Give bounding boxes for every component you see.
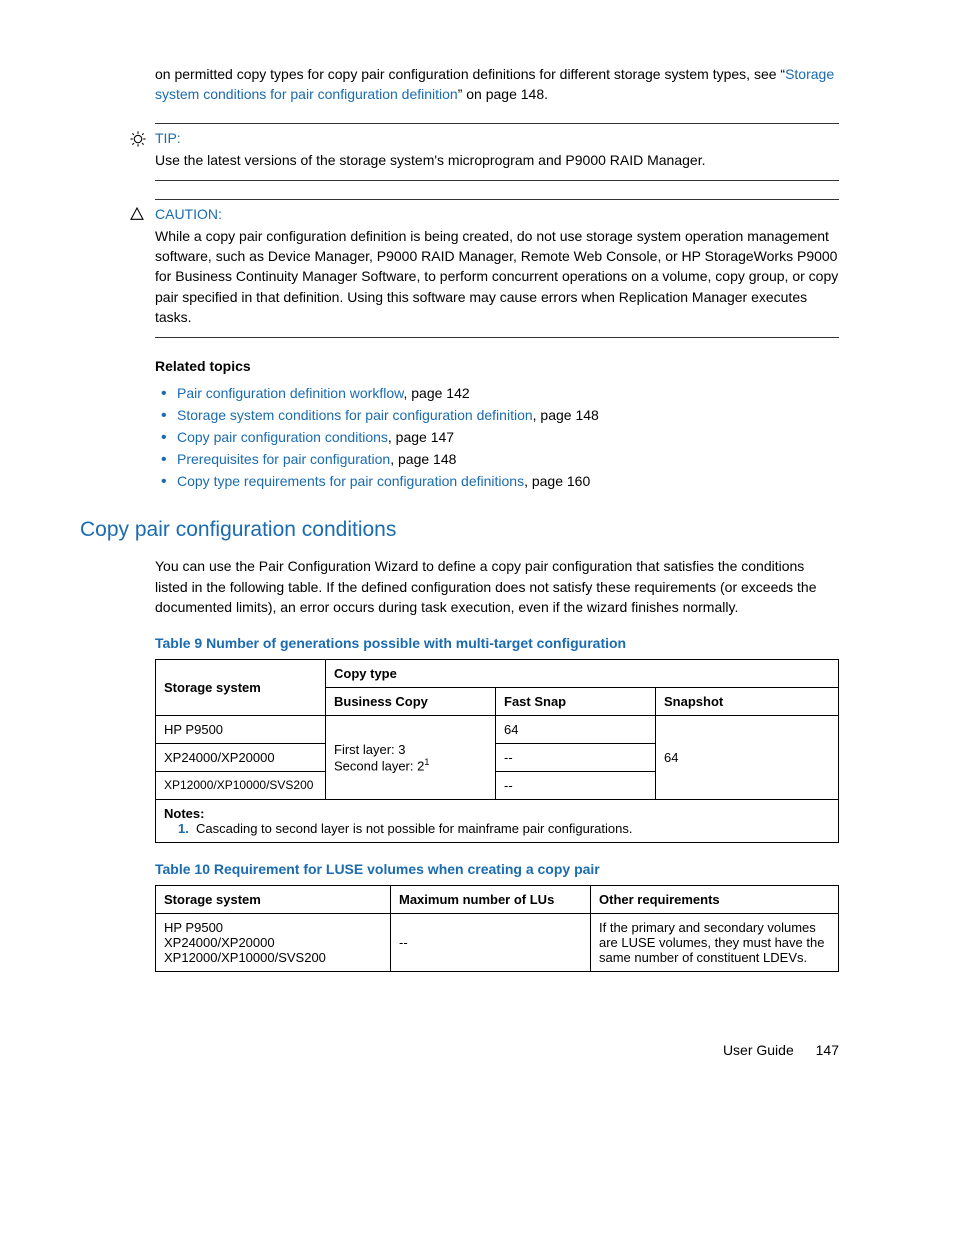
- table9-notes: Notes: 1.Cascading to second layer is no…: [156, 800, 839, 843]
- table9: Storage system Copy type Business Copy F…: [155, 659, 839, 843]
- th-storage-system: Storage system: [156, 886, 391, 914]
- table-cell: --: [391, 914, 591, 972]
- table10-caption: Table 10 Requirement for LUSE volumes wh…: [155, 861, 839, 877]
- tip-label: TIP:: [155, 130, 839, 146]
- section-intro: You can use the Pair Configuration Wizar…: [155, 556, 839, 617]
- related-suffix: , page 142: [403, 385, 469, 401]
- tip-icon: [129, 130, 147, 148]
- sys-line: XP24000/XP20000: [164, 935, 382, 950]
- list-item: Copy pair configuration conditions, page…: [177, 426, 839, 448]
- caution-body: While a copy pair configuration definiti…: [155, 226, 839, 327]
- table-cell: XP12000/XP10000/SVS200: [156, 772, 326, 800]
- caution-label: CAUTION:: [155, 206, 839, 222]
- table-cell: HP P9500 XP24000/XP20000 XP12000/XP10000…: [156, 914, 391, 972]
- list-item: Prerequisites for pair configuration, pa…: [177, 448, 839, 470]
- list-item: Pair configuration definition workflow, …: [177, 382, 839, 404]
- table-cell: --: [496, 772, 656, 800]
- page-footer: User Guide 147: [80, 1042, 839, 1058]
- table9-caption: Table 9 Number of generations possible w…: [155, 635, 839, 651]
- th-max-lus: Maximum number of LUs: [391, 886, 591, 914]
- table-cell: HP P9500: [156, 716, 326, 744]
- table-cell: XP24000/XP20000: [156, 744, 326, 772]
- th-business-copy: Business Copy: [326, 688, 496, 716]
- related-suffix: , page 148: [390, 451, 456, 467]
- related-suffix: , page 148: [533, 407, 599, 423]
- related-link[interactable]: Storage system conditions for pair confi…: [177, 407, 533, 423]
- table-cell: 64: [496, 716, 656, 744]
- list-item: Storage system conditions for pair confi…: [177, 404, 839, 426]
- th-storage-system: Storage system: [156, 660, 326, 716]
- notes-title: Notes:: [164, 806, 830, 821]
- note-text: Cascading to second layer is not possibl…: [196, 821, 632, 836]
- note-number: 1.: [178, 821, 196, 836]
- related-topics-heading: Related topics: [155, 358, 839, 374]
- bc-line2-pre: Second layer: 2: [334, 758, 424, 773]
- bc-line1: First layer: 3: [334, 742, 487, 757]
- table-cell: 64: [656, 716, 839, 800]
- table10: Storage system Maximum number of LUs Oth…: [155, 885, 839, 972]
- related-link[interactable]: Copy type requirements for pair configur…: [177, 473, 524, 489]
- related-link[interactable]: Prerequisites for pair configuration: [177, 451, 390, 467]
- table-cell: If the primary and secondary volumes are…: [591, 914, 839, 972]
- table-cell: First layer: 3 Second layer: 21: [326, 716, 496, 800]
- quote-close-suffix: ” on page 148.: [458, 86, 548, 102]
- caution-callout: CAUTION: While a copy pair configuration…: [155, 199, 839, 338]
- table-cell: --: [496, 744, 656, 772]
- intro-paragraph: on permitted copy types for copy pair co…: [155, 64, 839, 105]
- related-suffix: , page 160: [524, 473, 590, 489]
- related-link[interactable]: Pair configuration definition workflow: [177, 385, 403, 401]
- related-topics-list: Pair configuration definition workflow, …: [155, 382, 839, 492]
- sys-line: XP12000/XP10000/SVS200: [164, 950, 382, 965]
- related-suffix: , page 147: [388, 429, 454, 445]
- tip-callout: TIP: Use the latest versions of the stor…: [155, 123, 839, 181]
- list-item: Copy type requirements for pair configur…: [177, 470, 839, 492]
- caution-icon: [129, 206, 147, 224]
- th-fast-snap: Fast Snap: [496, 688, 656, 716]
- th-snapshot: Snapshot: [656, 688, 839, 716]
- th-copy-type: Copy type: [326, 660, 839, 688]
- intro-text-prefix: on permitted copy types for copy pair co…: [155, 66, 780, 82]
- section-heading: Copy pair configuration conditions: [80, 518, 839, 542]
- footer-label: User Guide: [723, 1042, 794, 1058]
- bc-line2-sup: 1: [424, 757, 429, 767]
- tip-body: Use the latest versions of the storage s…: [155, 150, 839, 170]
- sys-line: HP P9500: [164, 920, 382, 935]
- related-link[interactable]: Copy pair configuration conditions: [177, 429, 388, 445]
- bc-line2: Second layer: 21: [334, 757, 487, 773]
- page-number: 147: [816, 1042, 839, 1058]
- th-other-req: Other requirements: [591, 886, 839, 914]
